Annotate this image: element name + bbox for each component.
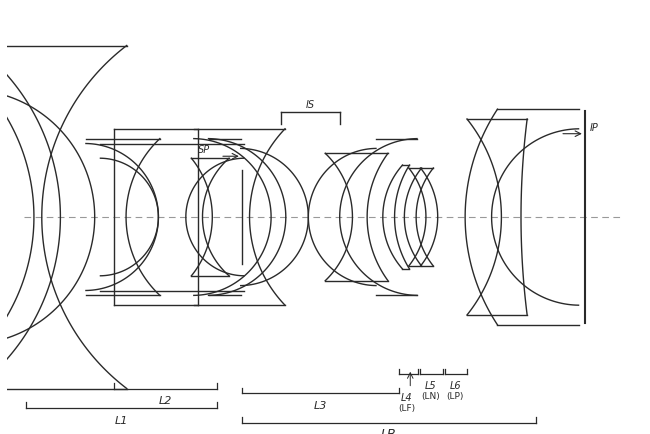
Text: L5: L5	[425, 381, 437, 391]
Text: L3: L3	[313, 401, 327, 411]
Text: LB: LB	[381, 428, 396, 434]
Text: L4: L4	[400, 393, 412, 403]
Text: L1: L1	[114, 416, 128, 426]
Text: IS: IS	[306, 100, 315, 110]
Text: L6: L6	[450, 381, 461, 391]
Text: IP: IP	[590, 123, 599, 133]
Text: (LN): (LN)	[421, 392, 440, 401]
Text: (LF): (LF)	[398, 404, 415, 413]
Text: (LP): (LP)	[447, 392, 464, 401]
Text: SP: SP	[198, 145, 211, 155]
Text: L2: L2	[159, 396, 172, 406]
